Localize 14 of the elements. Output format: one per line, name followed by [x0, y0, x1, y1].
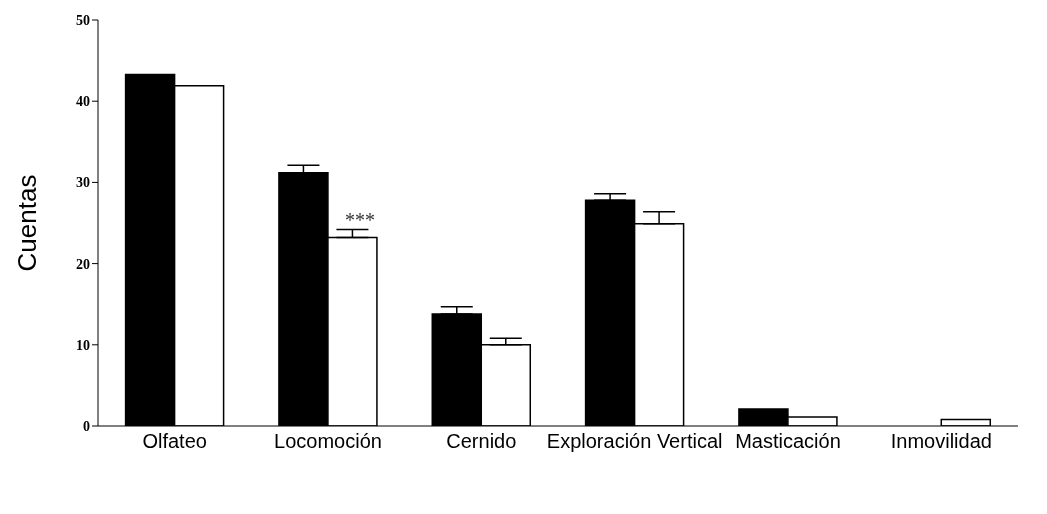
y-tick-label: 0: [83, 418, 90, 434]
x-tick-label: Cernido: [446, 430, 517, 453]
x-tick-label: Locomoción: [274, 430, 382, 453]
x-tick-label: Masticación: [735, 430, 841, 453]
x-tick-label: Exploración Vertical: [546, 430, 723, 453]
y-tick-label: 30: [76, 175, 90, 191]
y-axis-title: Cuentas: [12, 174, 43, 272]
y-tick-label: 50: [76, 12, 90, 28]
y-tick-label: 20: [76, 256, 90, 272]
x-tick-label: Olfateo: [142, 430, 207, 453]
x-tick-label: Inmovilidad: [890, 430, 992, 453]
y-tick-label: 40: [76, 94, 90, 110]
y-tick-label: 10: [76, 337, 90, 353]
annotation: ***: [345, 209, 375, 231]
